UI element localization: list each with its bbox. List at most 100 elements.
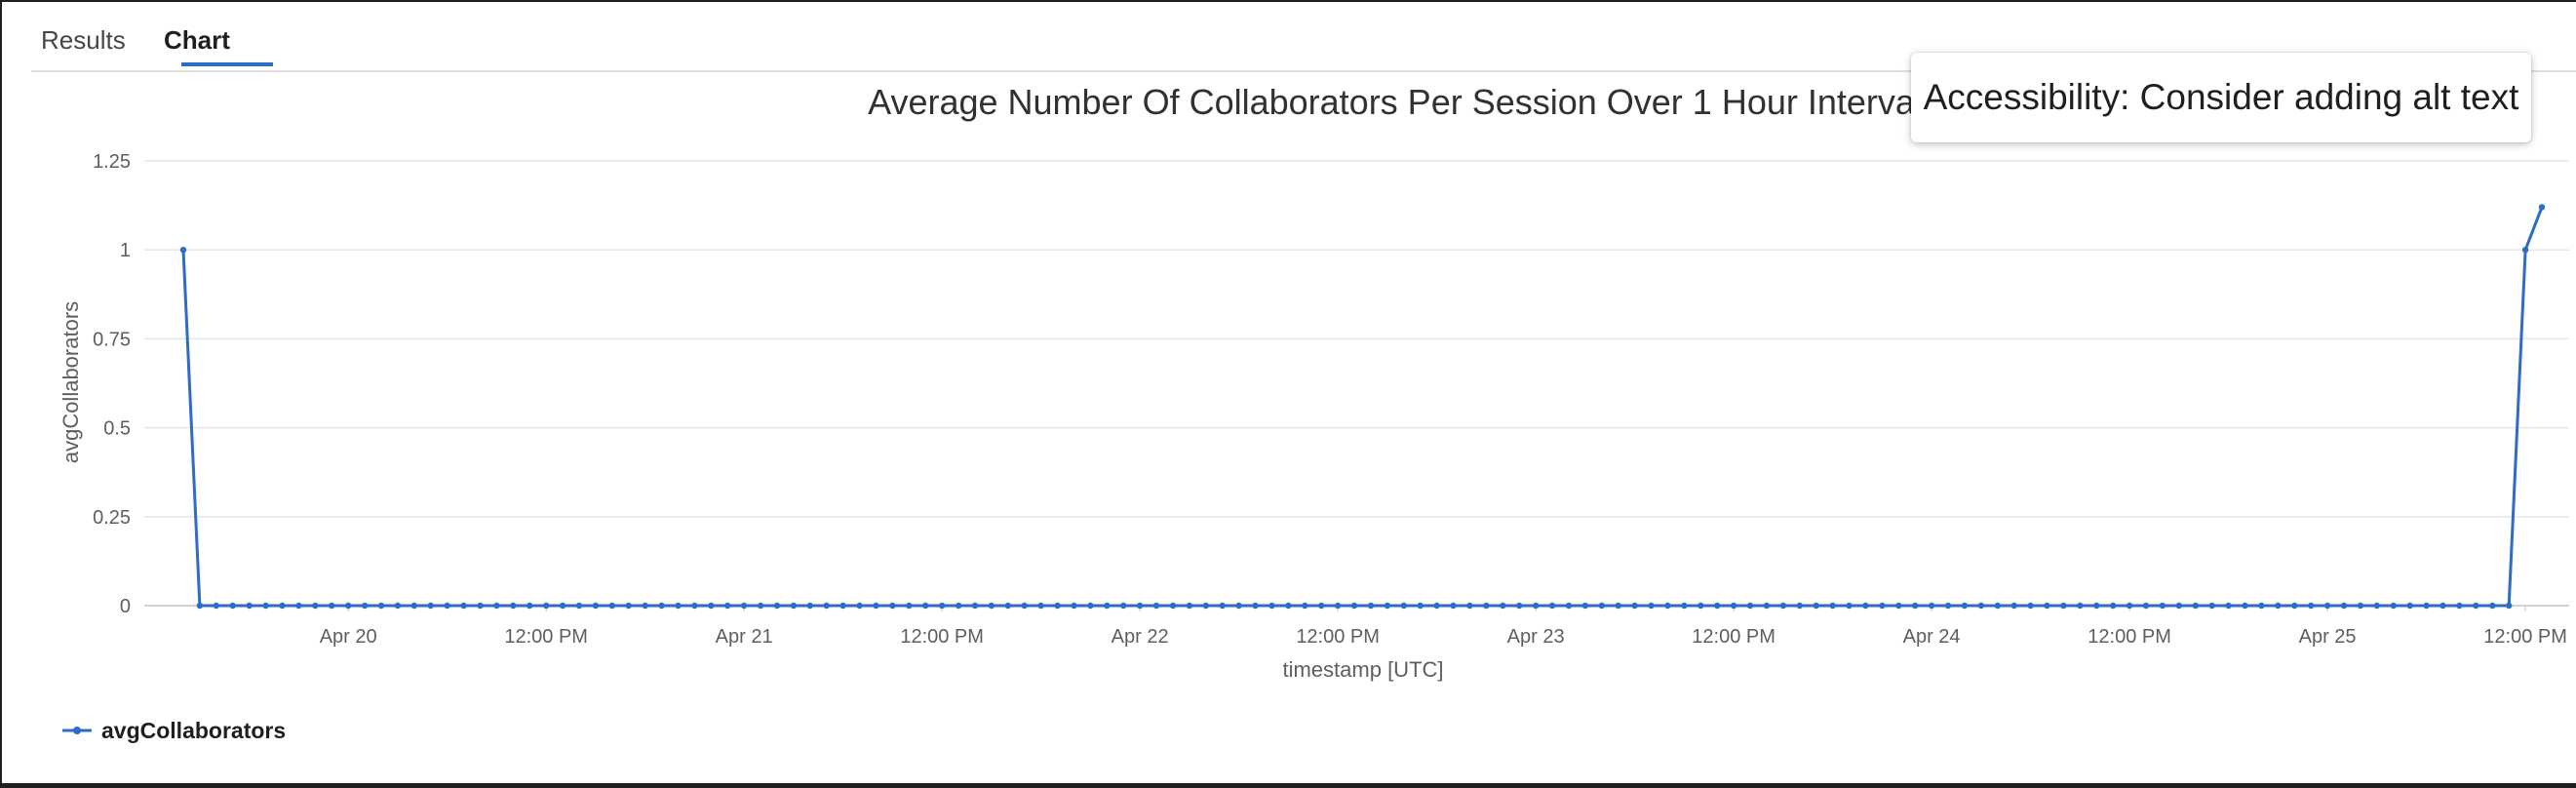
data-point[interactable] [1400,602,1408,610]
data-point[interactable] [1631,602,1638,610]
data-point[interactable] [592,602,600,610]
data-point[interactable] [2275,602,2282,610]
data-point[interactable] [625,602,632,610]
data-point[interactable] [394,602,402,610]
data-point[interactable] [873,602,879,610]
data-point[interactable] [510,602,517,610]
data-point[interactable] [2538,204,2546,211]
tab-chart[interactable]: Chart [164,25,230,55]
data-point[interactable] [988,602,995,610]
data-point[interactable] [246,602,253,610]
data-point[interactable] [2357,602,2364,610]
data-point[interactable] [955,602,962,610]
data-point[interactable] [1004,602,1012,610]
data-point[interactable] [2506,602,2513,610]
data-point[interactable] [2242,602,2248,610]
data-point[interactable] [1912,602,1919,610]
data-point[interactable] [1500,602,1506,610]
data-point[interactable] [1483,602,1490,610]
data-point[interactable] [724,602,731,610]
data-point[interactable] [1862,602,1869,610]
data-point[interactable] [2340,602,2348,610]
data-point[interactable] [2489,602,2496,610]
data-point[interactable] [1879,602,1886,610]
data-point[interactable] [1928,602,1935,610]
data-point[interactable] [1054,602,1061,610]
data-point[interactable] [444,602,450,610]
data-point[interactable] [740,602,748,610]
data-point[interactable] [1417,602,1424,610]
data-point[interactable] [2308,602,2315,610]
data-point[interactable] [229,602,236,610]
data-point[interactable] [1698,602,1704,610]
data-point[interactable] [1895,602,1902,610]
data-point[interactable] [2208,602,2215,610]
data-point[interactable] [2142,602,2150,610]
data-point[interactable] [906,602,913,610]
data-point[interactable] [1202,602,1210,610]
data-point[interactable] [1961,602,1969,610]
data-point[interactable] [1252,602,1259,610]
data-point[interactable] [312,602,319,610]
data-point[interactable] [1104,602,1111,610]
data-point[interactable] [1648,602,1655,610]
data-point[interactable] [493,602,500,610]
data-point[interactable] [1302,602,1308,610]
data-point[interactable] [1565,602,1573,610]
data-point[interactable] [1846,602,1853,610]
data-point[interactable] [1450,602,1457,610]
data-point[interactable] [1730,602,1737,610]
data-point[interactable] [345,602,352,610]
data-point[interactable] [971,602,979,610]
data-point[interactable] [1944,602,1952,610]
data-point[interactable] [2439,602,2446,610]
data-point[interactable] [427,602,434,610]
data-point[interactable] [1829,602,1836,610]
data-point[interactable] [608,602,615,610]
data-point[interactable] [361,602,369,610]
data-point[interactable] [1681,602,1688,610]
data-point[interactable] [806,602,813,610]
data-point[interactable] [2044,602,2050,610]
data-point[interactable] [823,602,830,610]
data-point[interactable] [196,602,204,610]
data-point[interactable] [1433,602,1440,610]
data-point[interactable] [279,602,286,610]
data-point[interactable] [377,602,385,610]
data-point[interactable] [543,602,550,610]
data-point[interactable] [410,602,417,610]
data-point[interactable] [1037,602,1044,610]
data-point[interactable] [2323,602,2331,610]
data-point[interactable] [559,602,566,610]
data-point[interactable] [2175,602,2182,610]
data-point[interactable] [1763,602,1771,610]
data-point[interactable] [2060,602,2067,610]
data-point[interactable] [1285,602,1292,610]
data-point[interactable] [1994,602,2001,610]
data-point[interactable] [1334,602,1342,610]
data-point[interactable] [2010,602,2017,610]
data-point[interactable] [1219,602,1226,610]
data-point[interactable] [2258,602,2265,610]
data-point[interactable] [675,602,682,610]
data-point[interactable] [2456,602,2463,610]
data-point[interactable] [708,602,715,610]
data-point[interactable] [575,602,583,610]
data-point[interactable] [1350,602,1358,610]
data-point[interactable] [1186,602,1193,610]
data-point[interactable] [1235,602,1242,610]
data-point[interactable] [1714,602,1721,610]
data-point[interactable] [1367,602,1375,610]
data-point[interactable] [1532,602,1540,610]
data-point[interactable] [1384,602,1391,610]
data-point[interactable] [1664,602,1671,610]
data-point[interactable] [2373,602,2380,610]
data-point[interactable] [2192,602,2199,610]
data-point[interactable] [2093,602,2100,610]
data-point[interactable] [922,602,929,610]
data-point[interactable] [839,602,846,610]
data-point[interactable] [1581,602,1589,610]
data-point[interactable] [213,602,219,610]
data-point[interactable] [2225,602,2232,610]
data-point[interactable] [1516,602,1523,610]
